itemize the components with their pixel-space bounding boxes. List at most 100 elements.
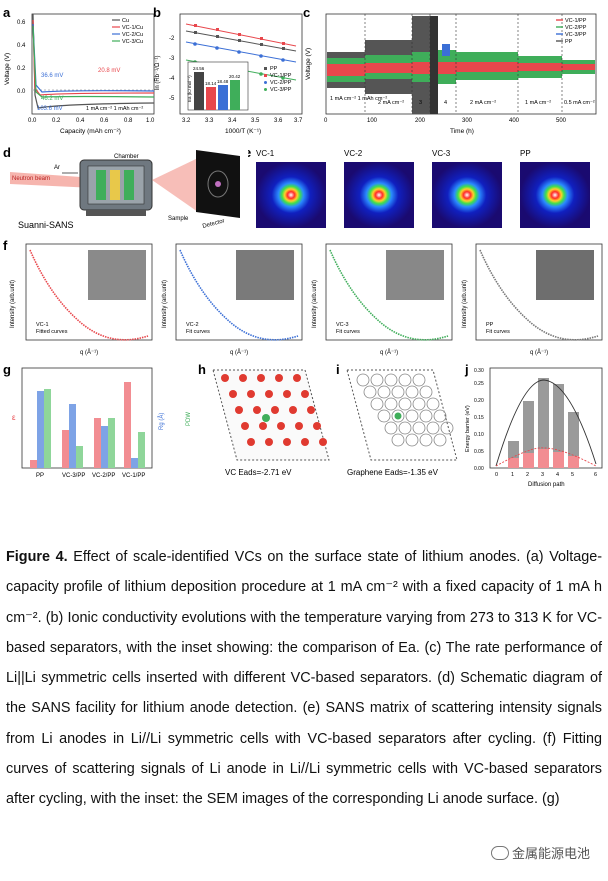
svg-text:3.6: 3.6: [274, 118, 283, 124]
panel-label-a: a: [3, 5, 11, 20]
panel-label-i: i: [336, 362, 340, 377]
svg-text:18.48: 18.48: [217, 79, 229, 84]
panel-label-d: d: [3, 145, 11, 160]
xlabel-a: Capacity (mAh cm⁻²): [60, 128, 121, 135]
svg-text:VC-1/PP: VC-1/PP: [122, 473, 145, 479]
yticks-a: 0.0 0.2 0.4 0.6: [17, 20, 26, 95]
caption-title: Figure 4.: [6, 549, 68, 565]
panel-h: h VC Eads=-2.71 eV: [195, 360, 335, 490]
svg-text:-5: -5: [169, 96, 175, 102]
svg-text:3: 3: [541, 472, 544, 478]
panel-a: a Cu VC-1/Cu VC-2/Cu VC-3/Cu 36.6 mV 20.…: [0, 0, 160, 140]
panel-label-h: h: [198, 362, 206, 377]
panel-label-g: g: [3, 362, 11, 377]
svg-text:VC-1/Cu: VC-1/Cu: [122, 25, 143, 31]
svg-text:VC-2/PP: VC-2/PP: [565, 25, 587, 31]
svg-text:400: 400: [509, 118, 520, 124]
legend-b: PP VC-1/PP VC-2/PP VC-3/PP: [264, 66, 292, 93]
svg-text:500: 500: [556, 118, 567, 124]
svg-text:VC-2/PP: VC-2/PP: [270, 80, 292, 86]
panel-j: j 0 1 2 3 4 5 6 0.00 0.05 0.10 0.15 0.20…: [462, 360, 608, 490]
panel-label-c: c: [303, 5, 310, 20]
svg-text:ε: ε: [12, 413, 16, 422]
panel-c-plot: c 1 mA cm⁻² 1 mAh cm⁻² 2 mA cm⁻² 3 4 2 m…: [303, 5, 597, 135]
svg-text:VC-2/Cu: VC-2/Cu: [122, 32, 143, 38]
j-xlabel: Diffusion path: [528, 482, 565, 488]
b-lines: [185, 23, 297, 81]
curve-vc2: [32, 23, 155, 93]
svg-text:Fitted curves: Fitted curves: [36, 329, 68, 335]
yticks-b: -2 -3 -4 -5: [169, 36, 175, 102]
watermark-text: 金属能源电池: [511, 846, 590, 861]
svg-text:VC-3/PP: VC-3/PP: [565, 32, 587, 38]
panel-f-plots: f VC-1 Fitted curves VC-2 Fit curves VC-…: [3, 238, 603, 356]
svg-text:24.56: 24.56: [193, 66, 205, 71]
curve-vc3: [32, 25, 155, 98]
svg-text:Chamber: Chamber: [114, 154, 139, 160]
svg-text:PP: PP: [36, 473, 44, 479]
svg-text:Cu: Cu: [122, 18, 129, 24]
sans-image-pp: [520, 162, 590, 228]
svg-text:4: 4: [556, 472, 559, 478]
svg-text:0.6: 0.6: [17, 20, 26, 26]
svg-text:VC-2/PP: VC-2/PP: [92, 473, 115, 479]
svg-text:0.4: 0.4: [76, 118, 85, 124]
panel-f: f VC-1 Fitted curves VC-2 Fit curves VC-…: [0, 236, 608, 360]
watermark: 金属能源电池: [486, 841, 594, 864]
svg-text:0.8: 0.8: [124, 118, 133, 124]
svg-text:5: 5: [571, 472, 574, 478]
li-atom: [262, 414, 270, 422]
svg-text:VC-1: VC-1: [36, 322, 49, 328]
f-plot-vc1: VC-1 Fitted curves: [25, 243, 153, 341]
svg-text:Ar: Ar: [54, 165, 60, 171]
panel-i-structure: i Graphene Eads=-1.35 eV: [336, 362, 458, 477]
legend-c: VC-1/PP VC-2/PP VC-3/PP PP: [556, 18, 587, 45]
svg-text:-4: -4: [169, 76, 175, 82]
panel-e: e VC-1 VC-2 VC-3 PP: [248, 140, 608, 235]
svg-text:Fit curves: Fit curves: [486, 329, 510, 335]
svg-text:4: 4: [444, 100, 447, 106]
svg-text:20.42: 20.42: [229, 74, 241, 79]
panel-a-plot: a Cu VC-1/Cu VC-2/Cu VC-3/Cu 36.6 mV 20.…: [3, 5, 155, 135]
svg-text:0: 0: [324, 118, 328, 124]
panel-label-j: j: [464, 362, 469, 377]
wechat-icon: [490, 845, 509, 860]
svg-text:VC-3: VC-3: [336, 322, 349, 328]
curve-cu: [32, 13, 155, 109]
svg-text:0: 0: [495, 472, 498, 478]
panel-label-b: b: [153, 5, 161, 20]
chamber-drawing: [79, 159, 153, 216]
c-segments: 1 mA cm⁻² 1 mAh cm⁻² 2 mA cm⁻² 3 4 2 mA …: [330, 96, 595, 106]
svg-text:PP: PP: [565, 39, 573, 45]
svg-text:q (Å⁻¹): q (Å⁻¹): [230, 349, 248, 356]
svg-text:VC-1/PP: VC-1/PP: [270, 73, 292, 79]
svg-text:0.6: 0.6: [100, 118, 109, 124]
svg-text:3.7: 3.7: [294, 118, 303, 124]
svg-text:0.15: 0.15: [474, 415, 484, 421]
svg-text:0.2: 0.2: [17, 66, 26, 72]
svg-text:0.25: 0.25: [474, 381, 484, 387]
b-inset: 24.56 18.14 18.48 20.42 Ea (kJ mol⁻¹): [187, 61, 249, 111]
svg-text:0.0: 0.0: [28, 118, 37, 124]
svg-text:2 mA cm⁻²: 2 mA cm⁻²: [378, 100, 404, 106]
panel-h-structure: h VC Eads=-2.71 eV: [198, 362, 330, 477]
svg-text:Intensity (arb.unit): Intensity (arb.unit): [462, 280, 468, 328]
xlabel-b: 1000/T (K⁻¹): [225, 128, 261, 135]
f-axis-labels: q (Å⁻¹) q (Å⁻¹) q (Å⁻¹) q (Å⁻¹) Intensit…: [10, 280, 548, 356]
j-xticks: 0 1 2 3 4 5 6: [495, 472, 597, 478]
xticks-c: 0 100 200 300 400 500: [324, 118, 567, 124]
j-bars: [508, 378, 579, 468]
annot-20: 20.8 mV: [98, 68, 120, 74]
svg-text:200: 200: [415, 118, 426, 124]
f-plot-vc3: VC-3 Fit curves: [325, 243, 453, 341]
i-caption: Graphene Eads=-1.35 eV: [347, 468, 439, 477]
ylabel-a: Voltage (V): [4, 53, 11, 85]
vc-atoms: [221, 374, 327, 446]
suanni-label: Suanni-SANS: [18, 220, 74, 230]
figure-caption: Figure 4. Effect of scale-identified VCs…: [6, 542, 602, 815]
svg-text:PP: PP: [270, 66, 278, 72]
svg-text:100: 100: [367, 118, 378, 124]
svg-text:1: 1: [511, 472, 514, 478]
svg-text:0.20: 0.20: [474, 398, 484, 404]
svg-text:Ea (kJ mol⁻¹): Ea (kJ mol⁻¹): [187, 75, 192, 102]
